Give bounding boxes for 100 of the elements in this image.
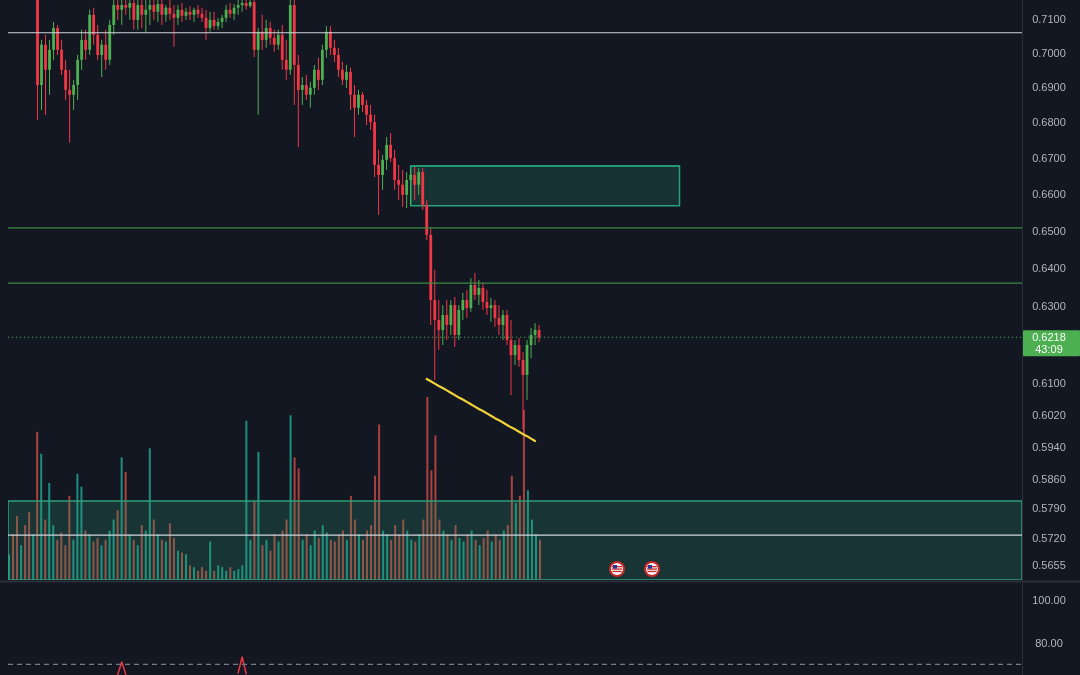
- candlestick: [72, 79, 76, 111]
- candlestick: [264, 19, 268, 49]
- y-tick-label: 0.6400: [1032, 261, 1066, 274]
- bar: [390, 539, 393, 580]
- bar: [297, 468, 300, 580]
- candlestick: [228, 2, 232, 19]
- bar: [185, 554, 188, 580]
- bar: [422, 519, 425, 580]
- candlestick: [156, 0, 160, 23]
- candlestick: [268, 21, 272, 46]
- ref-line-label: 0.6218: [1032, 331, 1066, 344]
- candlestick: [236, 0, 240, 16]
- bar: [229, 567, 232, 580]
- bar: [148, 448, 151, 580]
- bar: [80, 486, 83, 580]
- bar: [72, 539, 75, 580]
- bar: [313, 530, 316, 580]
- candlestick: [353, 84, 356, 138]
- bar: [245, 420, 248, 580]
- bar: [434, 435, 437, 580]
- candlestick: [325, 25, 328, 59]
- candlestick: [132, 0, 136, 31]
- candlestick: [361, 91, 364, 113]
- candlestick: [104, 29, 108, 71]
- bar: [462, 541, 465, 580]
- bar: [132, 539, 135, 580]
- bar: [213, 570, 216, 580]
- bar: [386, 534, 389, 580]
- candlestick: [128, 0, 132, 21]
- candlestick: [437, 299, 441, 351]
- bar: [84, 530, 87, 580]
- candlestick: [240, 0, 244, 13]
- candlestick: [136, 0, 140, 31]
- candlestick: [52, 21, 55, 61]
- candlestick: [377, 149, 380, 216]
- bar: [349, 495, 352, 580]
- candlestick: [333, 39, 336, 63]
- candlestick: [116, 0, 120, 21]
- bar: [353, 519, 356, 580]
- candlestick: [316, 57, 320, 91]
- bar: [257, 451, 260, 580]
- bar: [374, 475, 377, 580]
- candlestick: [272, 29, 276, 53]
- bar: [309, 545, 312, 580]
- bar: [253, 501, 256, 580]
- candlestick: [112, 0, 116, 36]
- bar: [382, 530, 385, 580]
- bar: [100, 545, 103, 580]
- bar: [341, 530, 344, 580]
- y-tick-label: 0.6100: [1032, 377, 1066, 390]
- bar: [494, 534, 497, 580]
- bar: [40, 453, 43, 580]
- y-tick-label: 0.6800: [1032, 116, 1066, 129]
- y-tick-label: 0.5720: [1032, 531, 1066, 544]
- candlestick: [64, 59, 67, 101]
- y-tick-label: 0.5655: [1032, 558, 1066, 571]
- bar: [510, 475, 513, 580]
- bar: [277, 541, 280, 580]
- bar: [20, 545, 23, 580]
- bar: [152, 519, 155, 580]
- bar: [438, 519, 441, 580]
- bar: [116, 510, 119, 580]
- bar: [136, 545, 139, 580]
- bar: [534, 534, 537, 580]
- bar: [64, 545, 67, 580]
- y-tick-label: 0.6600: [1032, 188, 1066, 200]
- candlestick: [433, 269, 437, 381]
- bar: [478, 545, 481, 580]
- bar: [281, 530, 284, 580]
- bar: [124, 472, 127, 580]
- bar: [180, 552, 183, 580]
- text: 43:09: [1035, 343, 1063, 356]
- candlestick: [68, 69, 71, 144]
- candlestick: [84, 29, 88, 61]
- bar: [378, 424, 381, 580]
- bar: [486, 530, 489, 580]
- y-tick-label: 0.7000: [1032, 46, 1066, 59]
- bar: [249, 539, 252, 580]
- bar: [189, 565, 192, 580]
- bar: [466, 534, 469, 580]
- y-tick-label: 0.5860: [1032, 473, 1066, 486]
- y-tick-label: 100.00: [1032, 593, 1066, 606]
- bar: [201, 567, 204, 580]
- candlestick: [48, 39, 51, 96]
- bar: [301, 539, 304, 580]
- candlestick: [152, 0, 156, 21]
- bar: [325, 532, 328, 580]
- bar: [502, 530, 505, 580]
- candlestick: [401, 169, 405, 208]
- candlestick: [256, 27, 260, 116]
- candlestick: [80, 29, 84, 71]
- bar: [506, 525, 509, 580]
- bar: [357, 534, 360, 580]
- candlestick: [160, 0, 164, 26]
- bar: [410, 539, 413, 580]
- bar: [92, 541, 95, 580]
- bar: [76, 473, 79, 580]
- bar: [48, 483, 51, 580]
- bar: [96, 537, 99, 580]
- bar: [426, 397, 429, 580]
